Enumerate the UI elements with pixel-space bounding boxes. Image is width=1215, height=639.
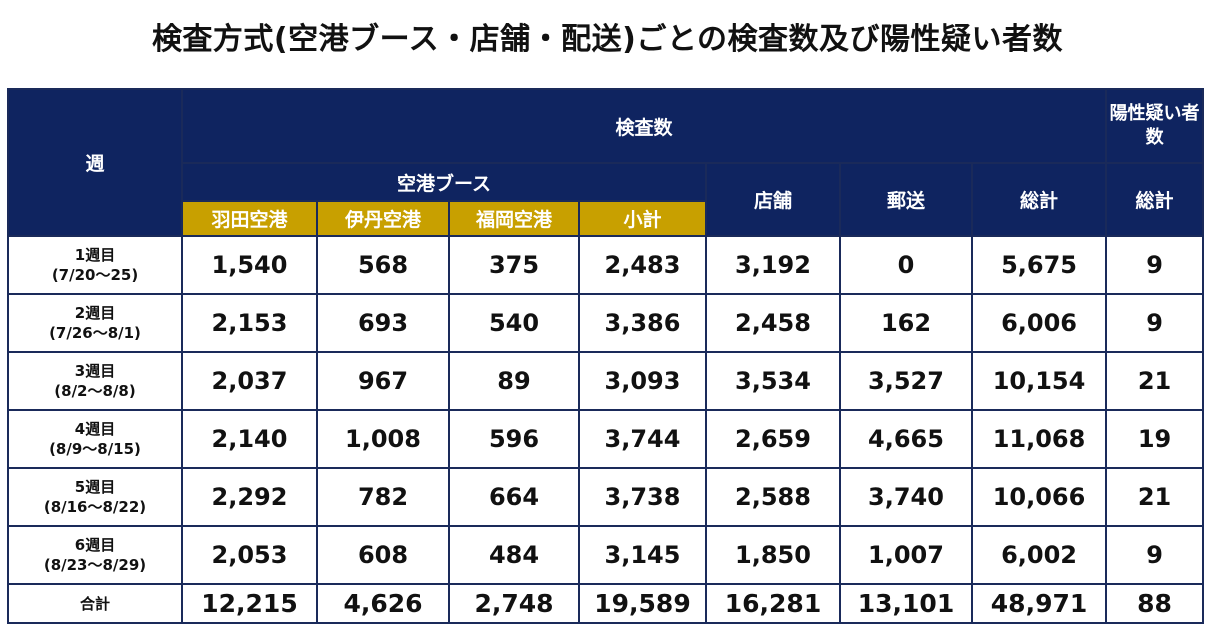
itami-cell: 693 (316, 293, 450, 353)
haneda-total-cell: 12,215 (181, 583, 318, 624)
header-itami: 伊丹空港 (316, 200, 450, 237)
table-row: 6週目 (8/23～8/29) 2,053 608 484 3,145 1,850… (7, 525, 1205, 585)
mail-total-cell: 13,101 (839, 583, 973, 624)
mail-cell: 1,007 (839, 525, 973, 585)
header-subtotal: 小計 (578, 200, 707, 237)
fukuoka-cell: 484 (448, 525, 580, 585)
page-title: 検査方式(空港ブース・店舗・配送)ごとの検査数及び陽性疑い者数 (151, 22, 1064, 57)
test-count-table: 週 検査数 陽性疑い者数 空港ブース 店舗 郵送 総計 総計 羽田空港 伊丹空港… (7, 88, 1205, 624)
haneda-cell: 2,037 (181, 351, 318, 411)
table-row: 1週目 (7/20～25) 1,540 568 375 2,483 3,192 0… (7, 235, 1205, 295)
mail-cell: 162 (839, 293, 973, 353)
header-fukuoka: 福岡空港 (448, 200, 580, 237)
week-cell: 4週目 (8/9～8/15) (7, 409, 183, 469)
itami-cell: 1,008 (316, 409, 450, 469)
positive-total-cell: 88 (1105, 583, 1205, 624)
positive-cell: 21 (1105, 467, 1205, 527)
mail-cell: 3,527 (839, 351, 973, 411)
fukuoka-cell: 664 (448, 467, 580, 527)
header-airport-booth: 空港ブース (181, 162, 707, 202)
mail-cell: 0 (839, 235, 973, 295)
table-row: 5週目 (8/16～8/22) 2,292 782 664 3,738 2,588… (7, 467, 1205, 527)
header-week: 週 (7, 88, 183, 237)
fukuoka-cell: 540 (448, 293, 580, 353)
haneda-cell: 2,292 (181, 467, 318, 527)
week-cell: 5週目 (8/16～8/22) (7, 467, 183, 527)
week-cell: 2週目 (7/26～8/1) (7, 293, 183, 353)
itami-total-cell: 4,626 (316, 583, 450, 624)
positive-cell: 9 (1105, 235, 1205, 295)
header-mail: 郵送 (839, 162, 973, 237)
subtotal-cell: 3,386 (578, 293, 707, 353)
subtotal-cell: 3,744 (578, 409, 707, 469)
grand-total-cell: 48,971 (970, 583, 1108, 624)
store-cell: 2,659 (705, 409, 841, 469)
header-total: 総計 (970, 162, 1108, 237)
subtotal-cell: 2,483 (578, 235, 707, 295)
mail-cell: 4,665 (839, 409, 973, 469)
fukuoka-cell: 89 (448, 351, 580, 411)
week-cell: 1週目 (7/20～25) (7, 235, 183, 295)
store-cell: 2,588 (705, 467, 841, 527)
header-positive-suspected: 陽性疑い者数 (1105, 88, 1205, 164)
haneda-cell: 2,153 (181, 293, 318, 353)
store-cell: 2,458 (705, 293, 841, 353)
table-row: 3週目 (8/2～8/8) 2,037 967 89 3,093 3,534 3,… (7, 351, 1205, 411)
total-cell: 10,066 (970, 467, 1108, 527)
fukuoka-cell: 596 (448, 409, 580, 469)
mail-cell: 3,740 (839, 467, 973, 527)
header-tests: 検査数 (180, 88, 1108, 164)
subtotal-cell: 3,093 (578, 351, 707, 411)
totals-row: 合計 12,215 4,626 2,748 19,589 16,281 13,1… (7, 583, 1205, 624)
haneda-cell: 2,140 (181, 409, 318, 469)
subtotal-total-cell: 19,589 (578, 583, 707, 624)
subtotal-cell: 3,145 (578, 525, 707, 585)
itami-cell: 782 (316, 467, 450, 527)
positive-cell: 9 (1105, 293, 1205, 353)
week-cell: 6週目 (8/23～8/29) (7, 525, 183, 585)
total-cell: 6,002 (970, 525, 1108, 585)
store-cell: 3,534 (705, 351, 841, 411)
total-cell: 10,154 (970, 351, 1108, 411)
itami-cell: 568 (316, 235, 450, 295)
week-cell: 3週目 (8/2～8/8) (7, 351, 183, 411)
itami-cell: 967 (316, 351, 450, 411)
total-cell: 5,675 (970, 235, 1108, 295)
total-cell: 6,006 (970, 293, 1108, 353)
subtotal-cell: 3,738 (578, 467, 707, 527)
positive-cell: 9 (1105, 525, 1205, 585)
store-total-cell: 16,281 (705, 583, 841, 624)
fukuoka-total-cell: 2,748 (448, 583, 580, 624)
itami-cell: 608 (316, 525, 450, 585)
haneda-cell: 2,053 (181, 525, 318, 585)
table-row: 2週目 (7/26～8/1) 2,153 693 540 3,386 2,458 … (7, 293, 1205, 353)
table-row: 4週目 (8/9～8/15) 2,140 1,008 596 3,744 2,65… (7, 409, 1205, 469)
store-cell: 3,192 (705, 235, 841, 295)
total-cell: 11,068 (970, 409, 1108, 469)
totals-label: 合計 (7, 583, 183, 624)
header-haneda: 羽田空港 (181, 200, 318, 237)
header-store: 店舗 (705, 162, 841, 237)
fukuoka-cell: 375 (448, 235, 580, 295)
header-positive-total: 総計 (1105, 162, 1205, 237)
store-cell: 1,850 (705, 525, 841, 585)
positive-cell: 21 (1105, 351, 1205, 411)
positive-cell: 19 (1105, 409, 1205, 469)
haneda-cell: 1,540 (181, 235, 318, 295)
